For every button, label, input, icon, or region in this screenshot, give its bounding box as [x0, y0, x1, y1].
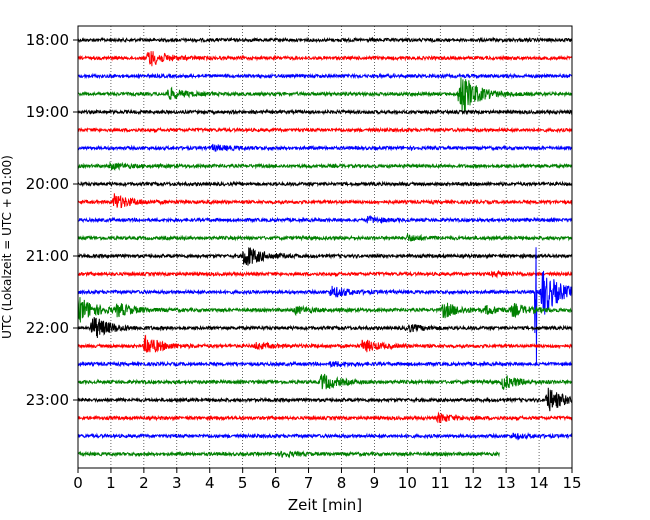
x-tick-label: 7	[304, 474, 314, 492]
x-axis-ticks: 0 1 2 3 4 5 6 7 8 9 10 11 12 13 14 15	[73, 468, 582, 492]
seismic-trace	[77, 77, 573, 113]
seismic-traces	[77, 36, 573, 459]
seismic-trace	[77, 51, 573, 67]
seismic-trace	[77, 161, 573, 171]
seismic-trace	[77, 247, 573, 366]
x-tick-label: 14	[530, 474, 549, 492]
x-tick-label: 10	[398, 474, 417, 492]
x-tick-label: 6	[271, 474, 281, 492]
y-tick-label: 18:00	[26, 31, 69, 49]
y-axis-ticks: 18:00 19:00 20:00 21:00 22:00 23:00	[26, 31, 78, 409]
x-tick-label: 3	[172, 474, 182, 492]
plot-frame	[77, 25, 573, 469]
x-tick-label: 13	[497, 474, 516, 492]
seismic-trace	[77, 72, 573, 80]
seismic-trace	[77, 373, 573, 390]
seismic-trace	[77, 387, 573, 412]
y-tick-label: 23:00	[26, 391, 69, 409]
seismic-trace	[77, 180, 573, 188]
x-tick-label: 5	[238, 474, 248, 492]
seismic-trace	[77, 232, 573, 242]
x-tick-label: 2	[139, 474, 149, 492]
seismic-trace	[77, 215, 573, 225]
y-axis-label: UTC (Lokalzeit = UTC + 01:00)	[0, 155, 14, 339]
seismic-trace	[77, 108, 573, 116]
seismic-trace	[77, 247, 573, 266]
x-tick-label: 0	[73, 474, 83, 492]
seismic-trace	[77, 269, 573, 279]
seismic-trace	[77, 450, 500, 459]
y-tick-label: 21:00	[26, 247, 69, 265]
y-tick-label: 20:00	[26, 175, 69, 193]
seismic-trace	[77, 360, 573, 369]
x-tick-label: 1	[106, 474, 116, 492]
seismic-trace	[77, 411, 573, 424]
x-tick-label: 9	[370, 474, 380, 492]
y-tick-label: 19:00	[26, 103, 69, 121]
seismic-trace	[77, 334, 573, 353]
x-tick-label: 11	[431, 474, 450, 492]
x-axis-label: Zeit [min]	[288, 496, 362, 514]
y-tick-label: 22:00	[26, 319, 69, 337]
x-tick-label: 4	[205, 474, 215, 492]
seismic-trace	[77, 297, 573, 323]
seismic-trace	[77, 193, 573, 209]
seismic-trace	[77, 431, 573, 441]
x-tick-label: 8	[337, 474, 347, 492]
seismic-trace	[77, 126, 573, 134]
seismic-trace	[77, 36, 573, 44]
seismic-trace	[77, 143, 573, 152]
x-tick-label: 12	[464, 474, 483, 492]
x-tick-label: 15	[562, 474, 581, 492]
seismic-trace	[77, 316, 573, 339]
